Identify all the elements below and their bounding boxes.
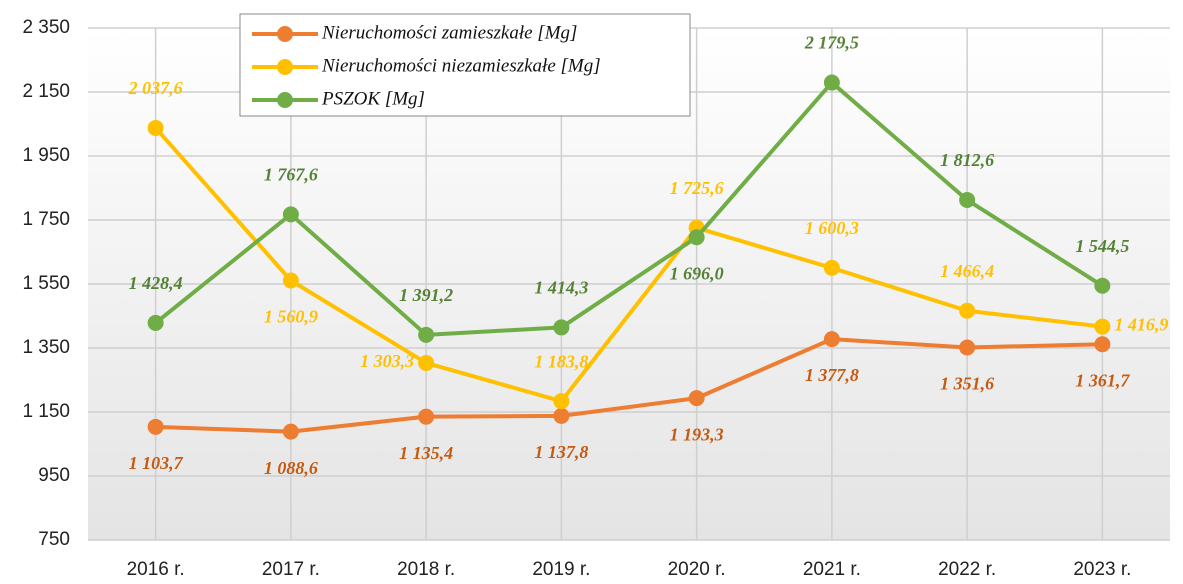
x-tick-label: 2023 r. <box>1073 559 1131 580</box>
series-line <box>155 337 1103 434</box>
marker <box>959 339 976 356</box>
data-label: 1 812,6 <box>940 150 994 170</box>
marker <box>959 191 976 208</box>
data-label: 2 037,6 <box>128 78 183 98</box>
marker <box>688 390 705 407</box>
y-tick-label: 2 150 <box>22 81 70 102</box>
data-label: 1 767,6 <box>264 164 318 184</box>
x-tick-label: 2016 r. <box>127 559 185 580</box>
x-tick-label: 2020 r. <box>668 559 726 580</box>
marker <box>823 74 840 91</box>
data-label: 1 351,6 <box>940 374 994 394</box>
data-label: 1 428,4 <box>129 273 183 293</box>
legend-marker <box>277 26 293 42</box>
marker <box>688 229 705 246</box>
data-label: 1 600,3 <box>805 218 859 238</box>
series-line <box>154 126 1103 404</box>
marker <box>823 331 840 348</box>
series-line <box>154 80 1104 337</box>
data-label: 1 361,7 <box>1075 370 1130 390</box>
x-tick-label: 2022 r. <box>938 559 996 580</box>
y-tick-label: 1 550 <box>22 273 70 294</box>
marker <box>553 319 570 336</box>
y-tick-label: 1 150 <box>22 401 70 422</box>
legend-marker <box>277 92 293 108</box>
y-tick-label: 1 350 <box>22 337 70 358</box>
marker <box>147 119 164 136</box>
marker <box>418 326 435 343</box>
marker <box>418 408 435 425</box>
data-label: 1 544,5 <box>1075 236 1129 256</box>
x-tick-label: 2019 r. <box>532 559 590 580</box>
data-label: 1 391,2 <box>399 285 453 305</box>
data-label: 1 088,6 <box>264 458 318 478</box>
marker <box>282 423 299 440</box>
data-label: 1 103,7 <box>129 453 184 473</box>
data-label: 1 303,3 <box>360 351 414 371</box>
y-tick-label: 1 950 <box>22 145 70 166</box>
marker <box>282 206 299 223</box>
marker <box>823 259 840 276</box>
data-label: 1 414,3 <box>534 278 588 298</box>
legend-label: PSZOK [Mg] <box>321 88 425 109</box>
legend-marker <box>277 59 293 75</box>
marker <box>1094 318 1111 335</box>
marker <box>959 302 976 319</box>
marker <box>147 314 164 331</box>
data-label: 1 696,0 <box>670 263 724 283</box>
marker <box>1094 336 1111 353</box>
data-label: 2 179,5 <box>804 33 859 53</box>
marker <box>418 354 435 371</box>
data-label: 1 377,8 <box>805 365 859 385</box>
data-label: 1 183,8 <box>534 351 588 371</box>
y-tick-label: 1 750 <box>22 209 70 230</box>
y-tick-label: 950 <box>38 465 70 486</box>
data-label: 1 137,8 <box>534 442 588 462</box>
marker <box>553 393 570 410</box>
x-tick-label: 2017 r. <box>262 559 320 580</box>
legend-label: Nieruchomości niezamieszkałe [Mg] <box>321 55 601 76</box>
data-label: 1 466,4 <box>940 261 994 281</box>
legend-label: Nieruchomości zamieszkałe [Mg] <box>321 22 577 43</box>
marker <box>147 418 164 435</box>
y-tick-label: 2 350 <box>22 17 70 38</box>
data-label: 1 416,9 <box>1114 315 1168 335</box>
data-label: 1 135,4 <box>399 443 453 463</box>
data-label: 1 193,3 <box>670 424 724 444</box>
marker <box>553 407 570 424</box>
y-tick-label: 750 <box>38 529 70 550</box>
marker <box>282 272 299 289</box>
data-label: 1 560,9 <box>264 307 318 327</box>
data-label: 1 725,6 <box>670 178 724 198</box>
x-tick-label: 2021 r. <box>803 559 861 580</box>
marker <box>1094 277 1111 294</box>
x-tick-label: 2018 r. <box>397 559 455 580</box>
